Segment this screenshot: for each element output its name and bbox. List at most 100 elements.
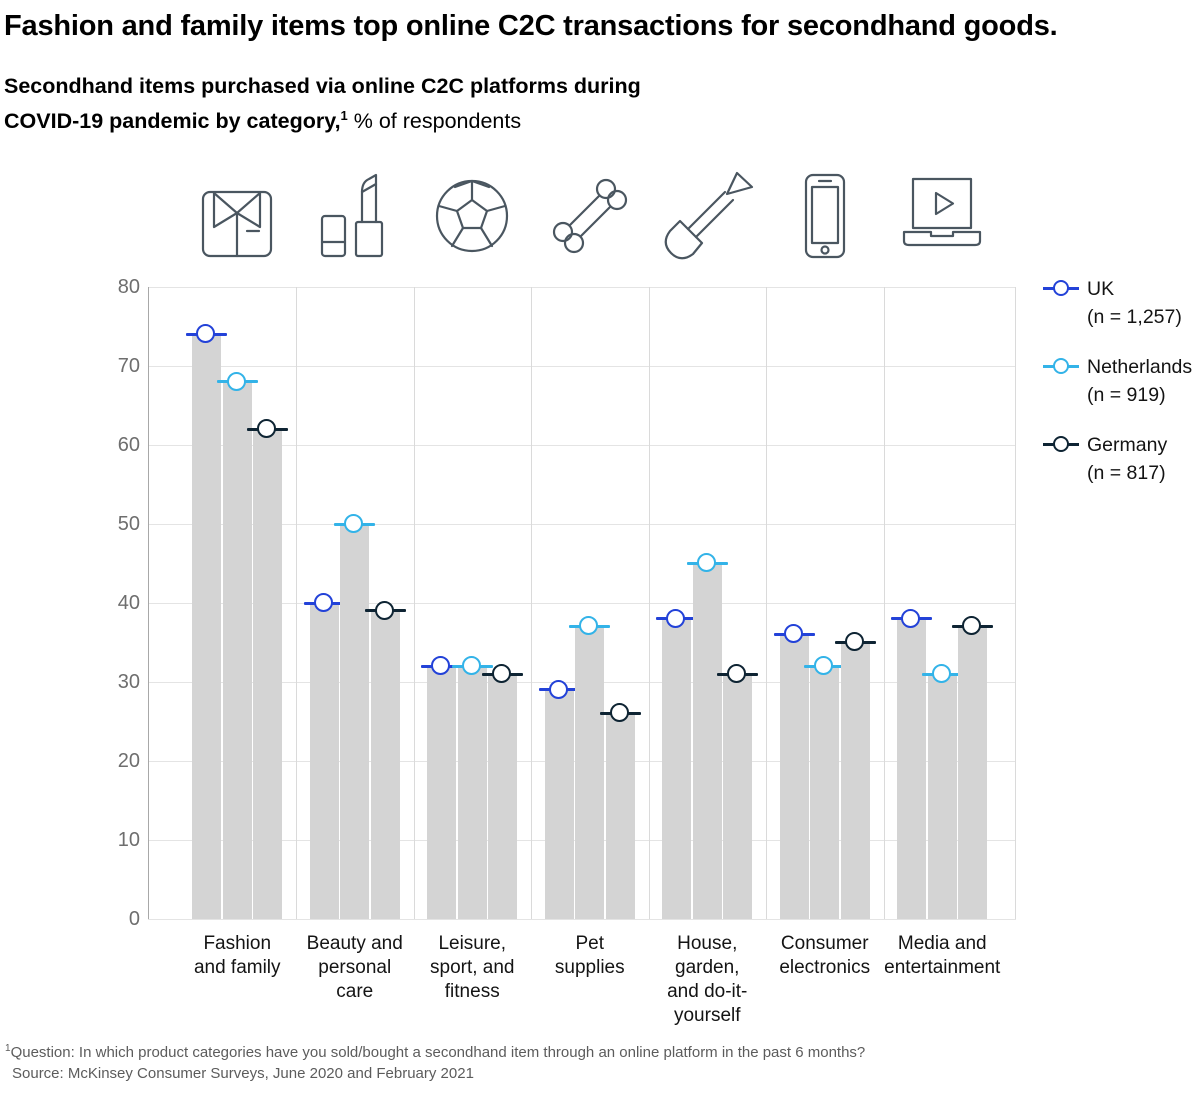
page-title: Fashion and family items top online C2C …	[4, 10, 1058, 42]
category-separator	[766, 287, 767, 919]
data-point-marker	[609, 703, 629, 723]
y-tick-label: 70	[117, 355, 140, 377]
bar-netherlands-5	[810, 666, 840, 919]
gridline-80	[148, 286, 1016, 288]
bar-uk-3	[544, 689, 574, 919]
bar-netherlands-6	[927, 674, 957, 919]
y-tick-label: 0	[128, 908, 140, 930]
category-label-5: Consumer electronics	[779, 933, 871, 978]
legend-item-netherlands: Netherlands (n = 919)	[1043, 353, 1199, 409]
plot-right-border	[1015, 287, 1016, 919]
data-point-marker	[727, 663, 747, 683]
legend-marker-circle	[1053, 358, 1069, 374]
category-label-1: Beauty and personal care	[306, 933, 403, 1002]
footnote-question-text: Question: In which product categories ha…	[10, 1044, 866, 1061]
y-tick-label: 50	[117, 513, 140, 535]
laptop-play-icon	[892, 166, 992, 266]
category-separator	[296, 287, 297, 919]
data-point-marker	[492, 663, 512, 683]
bar-germany-5	[840, 642, 870, 919]
data-point-marker	[226, 371, 246, 391]
shirt-bowtie-icon	[187, 166, 287, 266]
bar-germany-2	[488, 674, 518, 919]
subtitle-line2-bold: COVID-19 pandemic by category,	[4, 109, 341, 134]
gridline-70	[148, 365, 1016, 367]
chart-subtitle: Secondhand items purchased via online C2…	[4, 72, 824, 136]
footnote-ref: 1	[340, 108, 348, 123]
bar-uk-5	[779, 634, 809, 919]
y-tick-label: 40	[117, 592, 140, 614]
footnote-sup: 1	[5, 1043, 11, 1054]
legend-marker-circle	[1053, 436, 1069, 452]
legend-item-uk: UK (n = 1,257)	[1043, 275, 1199, 331]
plot-area	[148, 286, 1016, 920]
legend-series-name: UK	[1087, 278, 1115, 300]
legend-marker	[1043, 278, 1079, 298]
data-point-marker	[548, 679, 568, 699]
bar-netherlands-1	[340, 524, 370, 919]
bone-icon	[540, 166, 640, 266]
data-point-marker	[461, 655, 481, 675]
data-point-marker	[313, 592, 333, 612]
shovel-icon	[657, 166, 757, 266]
data-point-marker	[579, 616, 599, 636]
data-point-marker	[431, 655, 451, 675]
bar-germany-1	[370, 610, 400, 919]
category-label-4: House, garden, and do-it-yourself	[667, 933, 748, 1026]
category-label-3: Pet supplies	[554, 933, 625, 978]
bar-netherlands-4	[692, 563, 722, 919]
y-tick-label: 20	[117, 750, 140, 772]
data-point-marker	[666, 608, 686, 628]
bar-uk-0	[192, 334, 222, 919]
legend-marker	[1043, 434, 1079, 454]
legend-series-n: (n = 919)	[1087, 384, 1166, 406]
legend-series-n: (n = 817)	[1087, 462, 1166, 484]
data-point-marker	[783, 624, 803, 644]
bar-germany-0	[253, 429, 283, 919]
subtitle-unit: % of respondents	[347, 109, 522, 134]
bar-germany-4	[723, 674, 753, 919]
legend-series-name: Germany	[1087, 434, 1168, 456]
legend-series-n: (n = 1,257)	[1087, 306, 1182, 328]
soccer-ball-icon	[422, 166, 522, 266]
subtitle-line1: Secondhand items purchased via online C2…	[4, 74, 641, 98]
category-separator	[648, 287, 650, 919]
y-tick-label: 80	[117, 276, 140, 298]
category-label-0: Fashion and family	[193, 933, 281, 978]
bar-uk-6	[897, 618, 927, 919]
data-point-marker	[901, 608, 921, 628]
data-point-marker	[257, 418, 277, 438]
category-separator	[413, 287, 415, 919]
data-point-marker	[374, 600, 394, 620]
gridline-50	[148, 523, 1016, 525]
bar-germany-6	[958, 626, 988, 919]
smartphone-icon	[775, 166, 875, 266]
category-label-6: Media and entertainment	[884, 933, 1001, 978]
y-tick-label: 30	[117, 671, 140, 693]
data-point-marker	[344, 513, 364, 533]
legend-marker-circle	[1053, 280, 1069, 296]
bar-uk-4	[662, 618, 692, 919]
bar-germany-3	[605, 713, 635, 919]
data-point-marker	[814, 655, 834, 675]
bar-uk-2	[427, 666, 457, 919]
data-point-marker	[844, 632, 864, 652]
gridline-0	[148, 918, 1016, 920]
data-point-marker	[196, 324, 216, 344]
legend-item-germany: Germany (n = 817)	[1043, 431, 1199, 487]
footnote-source: Source: McKinsey Consumer Surveys, June …	[12, 1065, 474, 1082]
y-axis-line	[148, 287, 149, 919]
bar-uk-1	[309, 603, 339, 919]
bar-netherlands-0	[222, 381, 252, 919]
gridline-40	[148, 602, 1016, 604]
category-separator	[531, 287, 532, 919]
legend-label: Germany (n = 817)	[1087, 431, 1199, 487]
y-tick-label: 60	[117, 434, 140, 456]
legend-label: UK (n = 1,257)	[1087, 275, 1199, 331]
category-separator	[883, 287, 885, 919]
data-point-marker	[696, 553, 716, 573]
bar-netherlands-3	[575, 626, 605, 919]
y-tick-label: 10	[117, 829, 140, 851]
legend-marker	[1043, 356, 1079, 376]
